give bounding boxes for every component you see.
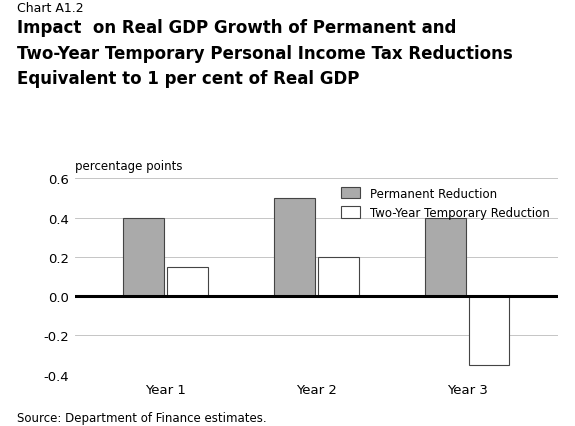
Text: Chart A1.2: Chart A1.2 (17, 2, 84, 15)
Bar (425, 218, 466, 296)
Text: Two-Year Temporary Personal Income Tax Reductions: Two-Year Temporary Personal Income Tax R… (17, 45, 513, 63)
Bar (318, 257, 359, 296)
Text: Equivalent to 1 per cent of Real GDP: Equivalent to 1 per cent of Real GDP (17, 70, 359, 88)
Text: Source: Department of Finance estimates.: Source: Department of Finance estimates. (17, 411, 267, 424)
Bar (469, 296, 509, 365)
Bar (167, 267, 208, 296)
Legend: Permanent Reduction, Two-Year Temporary Reduction: Permanent Reduction, Two-Year Temporary … (339, 185, 552, 222)
Bar (274, 199, 315, 296)
Text: Impact  on Real GDP Growth of Permanent and: Impact on Real GDP Growth of Permanent a… (17, 19, 457, 37)
Text: percentage points: percentage points (75, 160, 182, 173)
Bar (123, 218, 164, 296)
